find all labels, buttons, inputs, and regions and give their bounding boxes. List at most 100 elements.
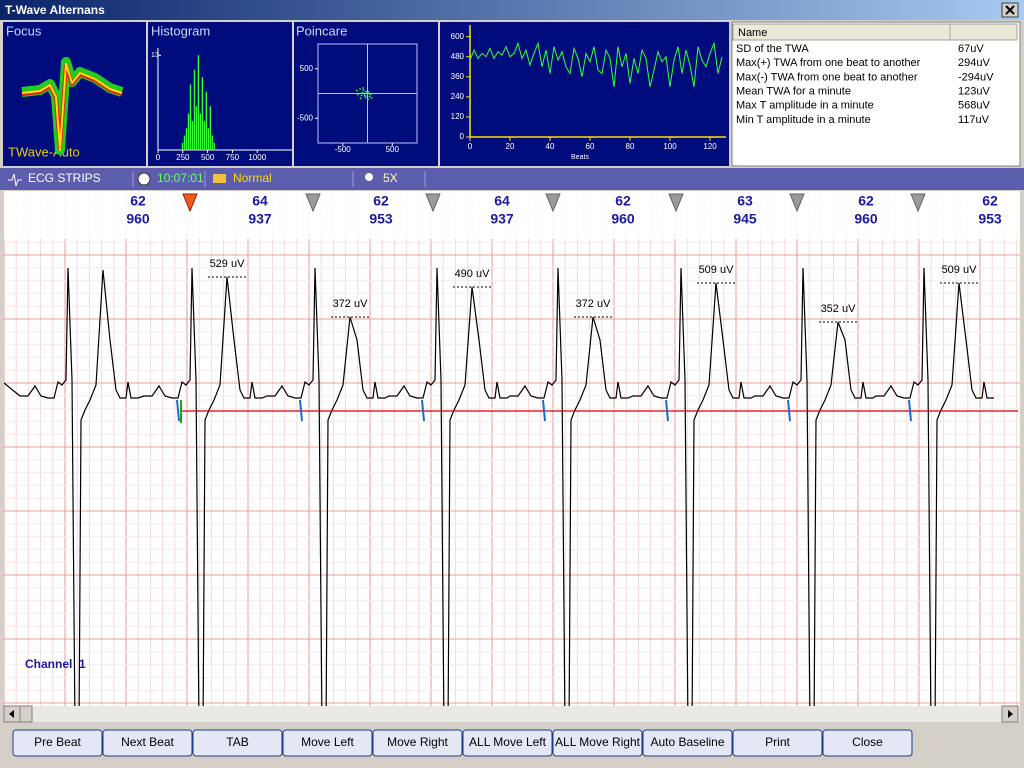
poincare-point: [364, 96, 367, 99]
arrow: [9, 710, 14, 718]
histogram-bar: [195, 106, 198, 150]
histogram-bar: [213, 142, 215, 150]
beat-marker: [910, 193, 926, 213]
poincare-point: [370, 97, 373, 99]
x-tick-label: -500: [335, 145, 352, 154]
heart-rate: 64: [494, 193, 510, 209]
ecg-strip: [4, 191, 1020, 706]
x-tick-label: 0: [468, 142, 473, 151]
table-header: Name: [738, 27, 767, 39]
table-name: Min T amplitude in a minute: [736, 114, 871, 126]
button-label: ALL Move Left: [469, 735, 547, 749]
histogram-bar: [203, 120, 206, 150]
button[interactable]: [192, 729, 283, 757]
button-label: Pre Beat: [34, 735, 81, 749]
y-tick-label: 120: [451, 112, 465, 121]
y-tick-label: -500: [297, 113, 314, 122]
baseline-marker: [787, 399, 791, 422]
histogram-bar: [197, 55, 200, 150]
heart-rate: 62: [130, 193, 146, 209]
poincare-title: Poincare: [296, 23, 347, 38]
clock-icon: [137, 172, 151, 186]
baseline-marker: [542, 399, 546, 422]
table-value: 568uV: [958, 100, 990, 112]
amplitude-label: 529 uV: [210, 258, 246, 270]
x-tick-label: 20: [506, 142, 515, 151]
poincare-point: [362, 87, 364, 89]
table-name: Mean TWA for a minute: [736, 86, 851, 98]
heart-rate: 64: [252, 193, 268, 209]
button[interactable]: [642, 729, 733, 757]
x-tick-label: 40: [546, 142, 555, 151]
amplitude-label: 352 uV: [821, 303, 857, 315]
table-name: Max(+) TWA from one beat to another: [736, 57, 921, 69]
amplitude-label: 490 uV: [455, 268, 491, 280]
scroll-thumb[interactable]: [19, 705, 33, 723]
button[interactable]: [282, 729, 373, 757]
arrow: [1008, 710, 1013, 718]
y-tick-label: 600: [451, 32, 465, 41]
button[interactable]: [102, 729, 193, 757]
x-tick-label: 80: [626, 142, 635, 151]
button[interactable]: [552, 729, 643, 757]
table-name: Max T amplitude in a minute: [736, 100, 874, 112]
focus-waveform: [21, 57, 124, 155]
x-tick-label: 60: [586, 142, 595, 151]
y-tick-label: 480: [451, 52, 465, 61]
x-tick-label: 500: [201, 153, 215, 162]
rr-interval: 945: [733, 211, 757, 227]
rr-interval: 937: [490, 211, 514, 227]
rr-interval: 953: [978, 211, 1002, 227]
poincare-point: [360, 94, 363, 97]
baseline-marker: [665, 399, 669, 422]
ecg-grid: [4, 191, 1020, 706]
rr-interval: 953: [369, 211, 393, 227]
table-name: SD of the TWA: [736, 43, 809, 55]
baseline-marker: [176, 399, 180, 422]
baseline-marker: [421, 399, 425, 422]
histogram-bar: [193, 69, 196, 150]
toolbar-mode: Normal: [233, 171, 272, 185]
baseline-marker: [908, 399, 912, 422]
x-tick-label: 500: [386, 145, 400, 154]
y-tick-label: 0: [460, 132, 465, 141]
toolbar-time: 10:07:01: [157, 171, 204, 185]
button[interactable]: [12, 729, 103, 757]
beat-marker: [182, 193, 198, 213]
folder-icon: [213, 174, 226, 183]
amplitude-label: 372 uV: [333, 298, 369, 310]
x-tick-label: 100: [663, 142, 677, 151]
poincare-point: [362, 89, 365, 91]
button[interactable]: [822, 729, 913, 757]
histogram-bar: [209, 106, 211, 150]
button[interactable]: [732, 729, 823, 757]
button[interactable]: [462, 729, 553, 757]
ecg-trace: [4, 267, 994, 706]
window-title: T-Wave Alternans: [5, 3, 105, 17]
trend-line: [469, 41, 723, 87]
poincare-point: [365, 90, 367, 93]
table-value: 67uV: [958, 43, 984, 55]
histogram-bar: [183, 135, 186, 150]
table-value: 294uV: [958, 57, 990, 69]
toolbar-strips: ECG STRIPS: [28, 171, 101, 185]
rr-interval: 937: [248, 211, 272, 227]
poincare-point: [367, 98, 369, 101]
x-tick-label: 120: [703, 142, 717, 151]
histogram-bar: [207, 128, 210, 150]
table-name: Max(-) TWA from one beat to another: [736, 71, 918, 83]
close-button[interactable]: [1001, 2, 1019, 18]
rr-interval: 960: [126, 211, 150, 227]
y-tick-label: 240: [451, 92, 465, 101]
beat-marker: [668, 193, 684, 213]
histogram-title: Histogram: [151, 23, 210, 38]
histogram-bar: [211, 135, 213, 150]
x-tick-label: 1000: [248, 153, 266, 162]
histogram-panel: [148, 22, 292, 166]
y-tick-label: 500: [300, 64, 314, 73]
table-header-cell: [949, 23, 1018, 41]
scrollbar[interactable]: [4, 706, 1020, 722]
button-label: Next Beat: [121, 735, 174, 749]
button[interactable]: [372, 729, 463, 757]
